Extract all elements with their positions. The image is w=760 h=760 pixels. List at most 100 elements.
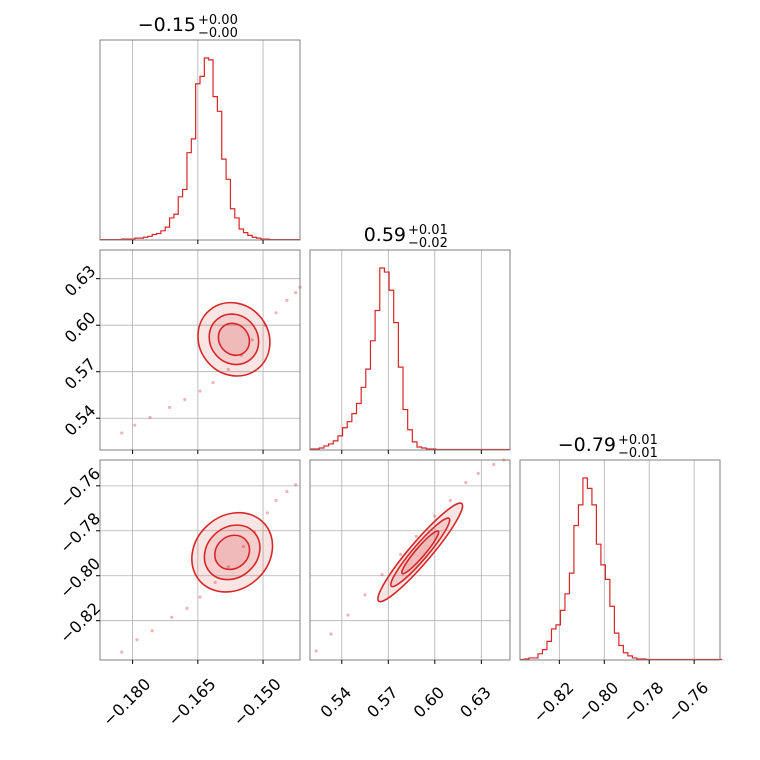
- panel-frame: [519, 459, 721, 661]
- histogram-bin: [204, 58, 208, 240]
- contour-level: [401, 530, 440, 575]
- scatter-panel-1-2: [309, 458, 511, 664]
- histogram-bin: [239, 229, 243, 240]
- y-tick-label: −0.82: [56, 599, 104, 647]
- scatter-point: [241, 544, 246, 549]
- scatter-point: [380, 573, 384, 577]
- panel-frame: [99, 39, 301, 241]
- x-tick-label: 0.63: [456, 683, 495, 722]
- histogram-bin: [352, 414, 357, 450]
- x-tick-label: 0.54: [317, 683, 356, 722]
- histogram-bin: [157, 234, 161, 240]
- histogram-bin: [560, 610, 564, 660]
- density-fill: [197, 301, 271, 377]
- histogram-bin: [412, 442, 417, 450]
- scatter-point: [185, 606, 189, 610]
- scatter-point: [120, 431, 124, 435]
- scatter-point: [213, 580, 217, 585]
- histogram-bin: [170, 218, 174, 240]
- histogram-bin: [209, 60, 213, 240]
- scatter-point: [294, 291, 298, 295]
- density-fill: [377, 502, 464, 603]
- y-tick-label: 0.57: [61, 355, 100, 394]
- histogram-bin: [605, 579, 609, 660]
- scatter-point: [363, 593, 367, 597]
- histogram-bin: [357, 403, 362, 450]
- y-tick-label: 0.54: [61, 401, 100, 440]
- histogram-bin: [587, 488, 591, 660]
- histogram-bin: [226, 179, 230, 240]
- scatter-point: [285, 298, 289, 302]
- histogram-bin: [569, 573, 573, 660]
- histogram-panel-0: −0.15 +0.00−0.00: [99, 13, 301, 244]
- histogram-title-minus: −0.01: [618, 446, 658, 461]
- scatter-panel-0-2: [96, 459, 301, 664]
- histogram-bin: [408, 430, 413, 450]
- contour-level: [203, 524, 261, 581]
- histogram-bin: [222, 159, 226, 240]
- scatter-point: [135, 638, 139, 642]
- histogram-bin: [542, 650, 546, 660]
- scatter-point: [492, 462, 496, 467]
- y-tick-label: −0.78: [56, 509, 104, 557]
- contour-level: [389, 517, 451, 588]
- scatter-point: [476, 471, 480, 476]
- histogram-bin: [361, 387, 366, 450]
- histogram-title-plus: +0.01: [618, 433, 658, 448]
- histogram-bin: [329, 444, 334, 450]
- histogram-bin: [556, 625, 560, 660]
- histogram-bin: [200, 76, 204, 240]
- histogram-bin: [380, 268, 385, 450]
- histogram-bin: [574, 526, 578, 660]
- scatter-panel-0-1: [96, 249, 302, 454]
- scatter-point: [448, 498, 452, 503]
- histogram-bin: [343, 428, 348, 450]
- histogram-step-line: [520, 477, 723, 661]
- panel-frame: [99, 459, 301, 661]
- scatter-point: [226, 565, 230, 569]
- histogram-bin: [398, 367, 403, 450]
- histogram-bin: [592, 505, 596, 660]
- x-tick-label: −0.76: [664, 678, 712, 726]
- histogram-bin: [375, 310, 380, 450]
- contour-level: [217, 322, 251, 357]
- y-tick-label: −0.80: [56, 554, 104, 602]
- histogram-bin: [565, 594, 569, 660]
- x-tick-label: −0.180: [99, 674, 154, 729]
- histogram-bin: [596, 544, 600, 660]
- histogram-bin: [610, 606, 614, 660]
- contour-level: [377, 502, 464, 603]
- scatter-point: [148, 415, 152, 420]
- x-tick-label: 0.57: [363, 683, 402, 722]
- histogram-bin: [366, 369, 371, 450]
- histogram-step-line: [100, 57, 300, 241]
- histogram-bin: [178, 197, 182, 240]
- histogram-bin: [538, 654, 542, 660]
- histogram-bin: [183, 189, 187, 240]
- scatter-point: [198, 595, 202, 599]
- x-tick-label: −0.78: [619, 678, 667, 726]
- histogram-title-minus: −0.00: [198, 26, 238, 41]
- y-tick-label: 0.60: [61, 308, 100, 347]
- x-tick-label: −0.165: [164, 674, 219, 729]
- x-tick-label: −0.80: [574, 678, 622, 726]
- panel-frame: [309, 459, 511, 661]
- histogram-bin: [248, 235, 252, 240]
- scatter-point: [464, 480, 468, 485]
- histogram-bin: [614, 633, 618, 660]
- panel-frame: [99, 249, 301, 451]
- y-tick-label: −0.76: [56, 464, 104, 512]
- histogram-title: 0.59: [364, 224, 406, 246]
- histogram-bin: [389, 290, 394, 450]
- panel-frame: [309, 249, 511, 451]
- histogram-bin: [324, 446, 329, 450]
- histogram-bin: [152, 234, 156, 240]
- histogram-panel-2: −0.79 +0.01−0.01: [519, 433, 723, 664]
- histogram-bin: [217, 111, 221, 240]
- histogram-bin: [403, 410, 408, 450]
- contour-level: [214, 534, 251, 571]
- scatter-point: [120, 650, 124, 654]
- histogram-bin: [628, 656, 632, 660]
- histogram-bin: [165, 227, 169, 240]
